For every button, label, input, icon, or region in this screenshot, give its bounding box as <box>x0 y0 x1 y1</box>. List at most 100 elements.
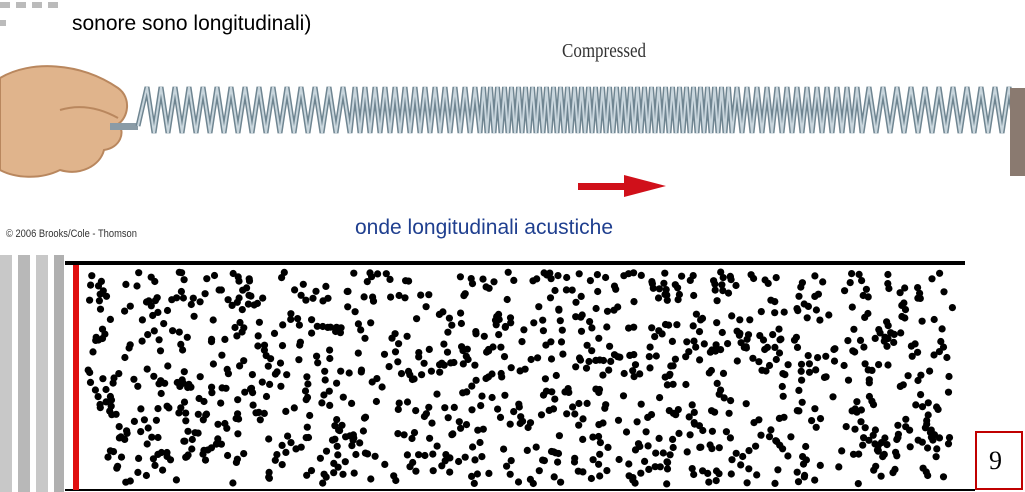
particle <box>485 469 493 477</box>
particle <box>210 271 219 280</box>
particle <box>745 465 753 473</box>
particle <box>763 343 772 351</box>
particle <box>401 294 409 302</box>
particle <box>936 269 944 277</box>
particle <box>425 345 433 353</box>
particle <box>472 376 480 384</box>
particle <box>456 273 464 281</box>
particle <box>176 382 184 390</box>
particle <box>106 315 114 323</box>
particle <box>177 287 185 296</box>
particle <box>743 479 751 487</box>
particle <box>472 328 480 336</box>
particle <box>265 435 273 443</box>
particle <box>121 353 129 362</box>
particle <box>518 338 526 346</box>
particle <box>394 358 402 366</box>
particle <box>642 428 650 436</box>
particle <box>713 297 721 305</box>
particle <box>473 470 481 478</box>
particle <box>180 276 188 284</box>
particle <box>601 404 609 412</box>
particle <box>115 423 123 431</box>
particle <box>304 380 312 388</box>
particle <box>906 443 914 451</box>
particle <box>884 361 892 369</box>
particle <box>604 443 612 451</box>
particle <box>674 406 682 414</box>
particle <box>326 346 334 354</box>
particle <box>478 453 486 461</box>
particle <box>641 457 649 465</box>
particle <box>312 287 320 295</box>
particle <box>361 334 369 342</box>
particle <box>757 431 765 439</box>
particle <box>356 439 364 447</box>
particle <box>406 463 414 471</box>
particle <box>457 309 465 317</box>
particle <box>468 406 476 414</box>
particle <box>916 289 924 297</box>
particle <box>308 329 316 337</box>
particle <box>382 270 390 278</box>
particle <box>445 314 453 322</box>
particle <box>771 298 779 306</box>
particle <box>563 410 571 418</box>
particle <box>935 434 944 442</box>
particle <box>610 282 619 290</box>
particle <box>695 328 704 336</box>
particle <box>804 352 812 360</box>
particle <box>816 415 825 423</box>
particle <box>290 404 298 412</box>
particle <box>577 327 586 335</box>
particle <box>415 349 423 357</box>
particle <box>420 412 428 421</box>
particle <box>201 456 210 464</box>
particle <box>811 476 819 484</box>
particle <box>400 431 408 439</box>
particle <box>503 295 511 304</box>
particle <box>569 403 577 411</box>
particle <box>326 401 334 409</box>
particle <box>187 300 195 309</box>
particle <box>939 343 948 351</box>
particle <box>417 291 425 299</box>
particle <box>163 452 171 461</box>
particle <box>805 360 814 368</box>
particle <box>367 475 375 483</box>
particle <box>403 451 411 459</box>
particle <box>462 352 470 360</box>
particle <box>240 450 248 458</box>
particle <box>885 284 893 293</box>
particle <box>712 477 720 485</box>
particle <box>455 418 463 426</box>
particle <box>440 340 448 348</box>
particle <box>820 373 829 381</box>
particle <box>385 363 393 371</box>
particle <box>425 291 433 299</box>
particle <box>556 317 564 325</box>
particle <box>313 322 321 330</box>
particle <box>851 348 859 356</box>
particle <box>795 386 803 394</box>
particle <box>924 411 932 419</box>
particle <box>622 428 631 436</box>
particle <box>917 371 925 379</box>
particle <box>634 440 643 448</box>
particle <box>614 353 622 361</box>
particle <box>421 451 429 460</box>
particle <box>798 376 806 384</box>
particle <box>855 270 863 278</box>
particle <box>273 451 281 459</box>
particle <box>710 277 718 285</box>
particle <box>901 284 909 292</box>
particle <box>853 408 861 416</box>
particle <box>595 334 603 342</box>
particle <box>890 330 898 338</box>
particle <box>798 279 807 287</box>
particle <box>777 335 785 343</box>
particle <box>812 366 820 374</box>
particle <box>646 364 654 372</box>
particle <box>749 354 757 362</box>
particle <box>507 364 515 372</box>
